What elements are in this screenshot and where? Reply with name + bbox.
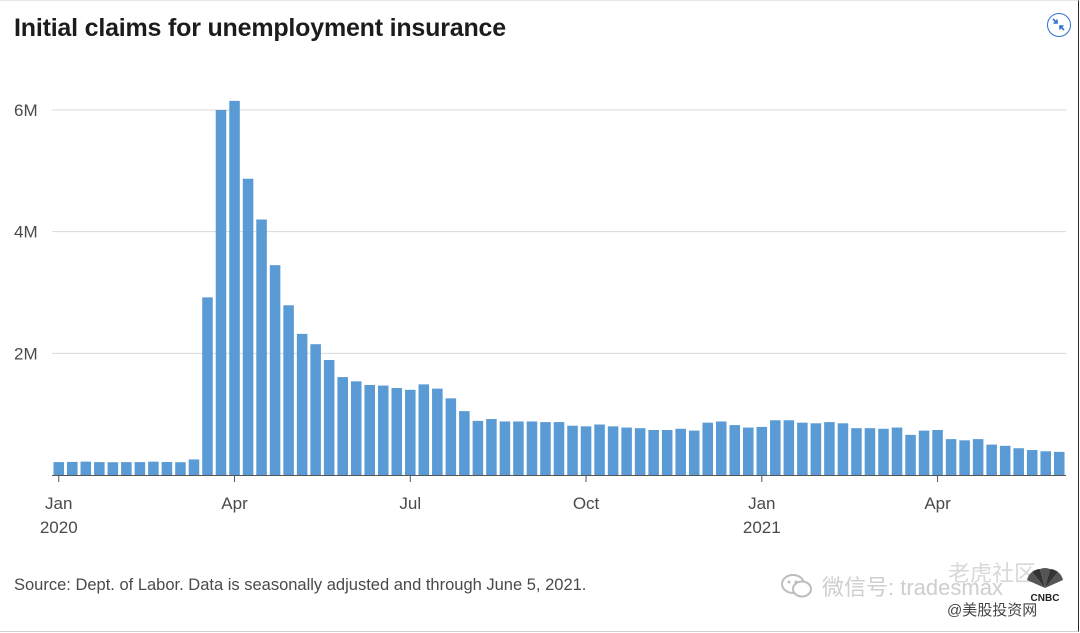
y-tick-label: 2M [14,344,38,363]
bar [878,428,889,475]
bar [486,419,497,475]
bar [837,423,849,475]
bar [891,427,903,475]
watermark-community: 老虎社区 [948,561,1037,586]
bar [1040,451,1051,475]
bar [729,425,741,475]
bar [499,421,511,475]
bar [688,430,700,475]
bar [905,434,916,475]
bar [580,426,592,475]
bar [661,429,673,475]
bar [310,344,321,475]
bar [242,178,254,476]
x-tick-label: Oct [573,494,600,513]
bar [202,297,213,475]
bar [810,423,822,475]
bar [1013,448,1024,475]
bar [715,421,727,475]
bar [918,430,930,475]
bar [972,439,984,475]
bar [256,219,267,475]
bar [648,429,659,475]
bar [932,429,943,475]
claims-bar-chart: 2M 4M 6M Jan 2020 Apr Jul Oct Jan 2021 Apr [14,100,1066,537]
bar [553,422,565,475]
bar [986,444,997,475]
watermark-wechat: 微信号: tradesmax [822,575,1003,600]
bar [418,384,430,475]
bar [472,420,484,475]
bar [797,422,808,475]
x-tick-label: Jan [748,494,775,513]
chart-title: Initial claims for unemployment insuranc… [14,14,506,42]
bar [621,427,632,475]
bar [364,384,375,475]
x-tick-year-label: 2021 [743,518,781,537]
bar [229,100,240,475]
cnbc-logo: CNBC [1027,568,1063,604]
bar [80,461,92,475]
bar [594,424,605,475]
x-tick-label: Apr [924,494,951,513]
bar [743,427,754,475]
y-tick-label: 6M [14,101,38,120]
bar [148,461,159,475]
bar [959,440,970,475]
bar [607,426,619,475]
bar [540,422,551,475]
bar [53,462,65,475]
bar [770,420,781,475]
bar [269,265,281,476]
bar [783,420,795,475]
bar [864,428,876,475]
x-tick-label: Jul [399,494,421,513]
bar [161,461,173,475]
bar [513,421,524,475]
bar [445,398,457,475]
x-tick-year-label: 2020 [40,518,78,537]
bar [94,462,105,475]
bar [1026,450,1038,475]
cnbc-logo-text: CNBC [1031,593,1060,604]
bar [323,360,335,475]
source-note: Source: Dept. of Labor. Data is seasonal… [14,576,587,594]
bar [459,411,470,476]
bar [121,462,132,475]
y-tick-label: 4M [14,223,38,242]
bar [337,377,348,475]
bar [405,389,416,475]
bar [188,459,200,475]
bar [1053,451,1065,475]
bar [107,462,119,475]
bar [567,425,578,475]
bar [67,461,78,475]
collapse-button[interactable] [1047,13,1071,37]
bar [283,305,294,475]
bar [377,385,389,475]
bar [215,110,227,475]
bar [432,388,443,475]
collapse-icon [1052,18,1065,31]
bar [350,381,362,475]
bar [134,462,146,475]
bar [824,422,835,475]
bar [175,462,186,475]
watermark-site: @美股投资网 [947,602,1038,619]
bar [702,422,713,475]
x-tick-label: Jan [45,494,72,513]
wechat-icon [781,574,812,598]
bar [634,428,646,475]
x-tick-label: Apr [221,494,248,513]
bar [945,439,957,475]
bar [999,445,1011,475]
bar [391,388,403,475]
bar [851,428,862,475]
bar [675,428,686,475]
bar [756,426,768,475]
bar [296,333,308,475]
bar [526,421,538,475]
